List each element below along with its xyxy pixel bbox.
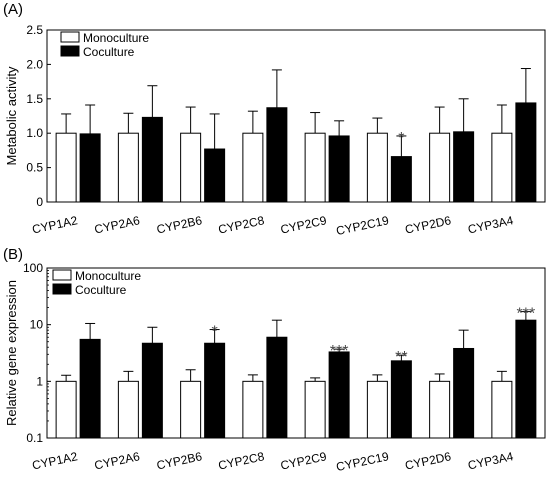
bar-coculture <box>79 133 101 203</box>
y-tick-label: 2.5 <box>26 23 43 37</box>
y-tick-label: 0.1 <box>26 431 43 445</box>
legend-label: Coculture <box>75 283 127 297</box>
significance-marker: * <box>212 324 218 341</box>
bar-coculture <box>266 107 288 203</box>
bar-monoculture <box>366 132 388 203</box>
plot-frame <box>46 29 546 203</box>
bar-coculture <box>453 131 475 203</box>
bar-coculture <box>141 116 163 203</box>
y-tick-label: 1 <box>36 374 43 388</box>
significance-marker: ** <box>395 349 407 366</box>
x-tick-label: CYP1A2 <box>31 449 79 472</box>
x-tick-label: CYP2B6 <box>155 213 203 236</box>
bar-coculture <box>515 102 537 203</box>
legend-label: Monoculture <box>75 269 141 283</box>
y-tick-label: 100 <box>23 261 43 275</box>
legend-swatch <box>60 45 80 57</box>
x-tick-label: CYP2C8 <box>217 213 266 236</box>
bar-coculture <box>453 347 475 439</box>
y-axis-label: Relative gene expression <box>4 280 19 426</box>
y-tick-label: 0 <box>36 195 43 209</box>
bar-monoculture <box>304 380 326 439</box>
x-tick-label: CYP3A4 <box>467 213 515 236</box>
x-tick-label: CYP2A6 <box>93 213 141 236</box>
y-tick-label: 1.5 <box>26 92 43 106</box>
bar-coculture <box>266 336 288 439</box>
bar-coculture <box>515 319 537 439</box>
x-tick-label: CYP2D6 <box>404 449 453 472</box>
y-tick-label: 0.5 <box>26 161 43 175</box>
y-tick-label: 2.0 <box>26 57 43 71</box>
bar-monoculture <box>242 380 264 439</box>
x-tick-label: CYP3A4 <box>467 449 515 472</box>
bar-monoculture <box>429 132 451 203</box>
bar-monoculture <box>366 380 388 439</box>
legend-swatch <box>60 31 80 43</box>
significance-marker: *** <box>330 343 349 360</box>
bar-monoculture <box>491 132 513 203</box>
bar-monoculture <box>180 380 202 439</box>
bar-coculture <box>390 156 412 203</box>
plot-frame <box>46 267 546 439</box>
x-tick-label: CYP2C9 <box>279 449 328 472</box>
bar-monoculture <box>429 380 451 439</box>
legend-swatch <box>52 283 72 295</box>
bar-monoculture <box>491 380 513 439</box>
bar-monoculture <box>117 132 139 203</box>
x-tick-label: CYP2C8 <box>217 449 266 472</box>
bar-monoculture <box>117 380 139 439</box>
x-tick-label: CYP2C9 <box>279 213 328 236</box>
bar-coculture <box>390 360 412 439</box>
bar-coculture <box>204 342 226 439</box>
significance-marker: *** <box>517 306 536 323</box>
y-tick-label: 1.0 <box>26 126 43 140</box>
bar-monoculture <box>180 132 202 203</box>
x-tick-label: CYP2A6 <box>93 449 141 472</box>
bar-monoculture <box>55 380 77 439</box>
legend-label: Coculture <box>83 45 135 59</box>
bar-coculture <box>204 148 226 203</box>
significance-marker: * <box>398 130 404 147</box>
chart-panel-2: (B) Relative gene expression 0.1 1 10 100 CYP1… <box>3 246 546 474</box>
x-tick-label: CYP2C19 <box>335 449 390 474</box>
bar-coculture <box>328 135 350 203</box>
legend-swatch <box>52 269 72 281</box>
bar-coculture <box>79 338 101 439</box>
chart-panel-1: (A) Metabolic activity 0 0.5 1.0 1.5 2.0 2.5 CYP… <box>3 1 546 238</box>
panel-label: (B) <box>3 246 23 263</box>
bar-coculture <box>328 351 350 439</box>
bar-coculture <box>141 342 163 439</box>
legend-label: Monoculture <box>83 31 149 45</box>
bar-monoculture <box>242 132 264 203</box>
x-tick-label: CYP2B6 <box>155 449 203 472</box>
bar-monoculture <box>55 132 77 203</box>
bar-monoculture <box>304 132 326 203</box>
x-tick-label: CYP2D6 <box>404 213 453 236</box>
x-tick-label: CYP2C19 <box>335 213 390 238</box>
y-axis-label: Metabolic activity <box>4 66 19 165</box>
x-tick-label: CYP1A2 <box>31 213 79 236</box>
y-tick-label: 10 <box>30 318 44 332</box>
panel-label: (A) <box>3 1 23 18</box>
